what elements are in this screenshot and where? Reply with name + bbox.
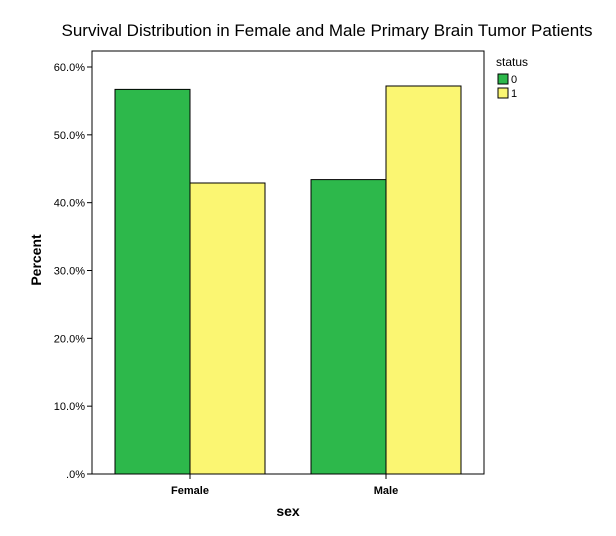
bar-male-status-1 <box>385 85 462 475</box>
plot-area: .0% 10.0% 20.0% 30.0% 40.0% 50.0% 60.0% Female M… <box>54 50 485 497</box>
chart-title: Survival Distribution in Female and Male… <box>62 21 593 40</box>
legend-label-0: 0 <box>511 74 517 86</box>
y-axis-label: Percent <box>28 234 44 286</box>
y-tick-label: 20.0% <box>54 333 85 345</box>
legend-title: status <box>496 55 528 69</box>
y-tick-label: 50.0% <box>54 130 85 142</box>
y-tick-label: 60.0% <box>54 62 85 74</box>
legend-swatch-0 <box>497 73 509 85</box>
legend-label-1: 1 <box>511 88 517 100</box>
legend-swatch-1 <box>497 87 509 99</box>
bar-female-status-0 <box>114 88 191 475</box>
y-tick-label: 40.0% <box>54 198 85 210</box>
y-tick-label: .0% <box>66 469 85 481</box>
bar-male-status-0 <box>310 179 387 475</box>
bar-female-status-1 <box>189 182 266 475</box>
y-tick-label: 10.0% <box>54 401 85 413</box>
x-tick-label-male: Male <box>374 485 398 497</box>
legend: 01 <box>497 73 517 100</box>
x-axis-label: sex <box>276 503 300 519</box>
plot-frame <box>91 50 485 475</box>
x-tick-label-female: Female <box>171 485 209 497</box>
y-tick-label: 30.0% <box>54 266 85 278</box>
